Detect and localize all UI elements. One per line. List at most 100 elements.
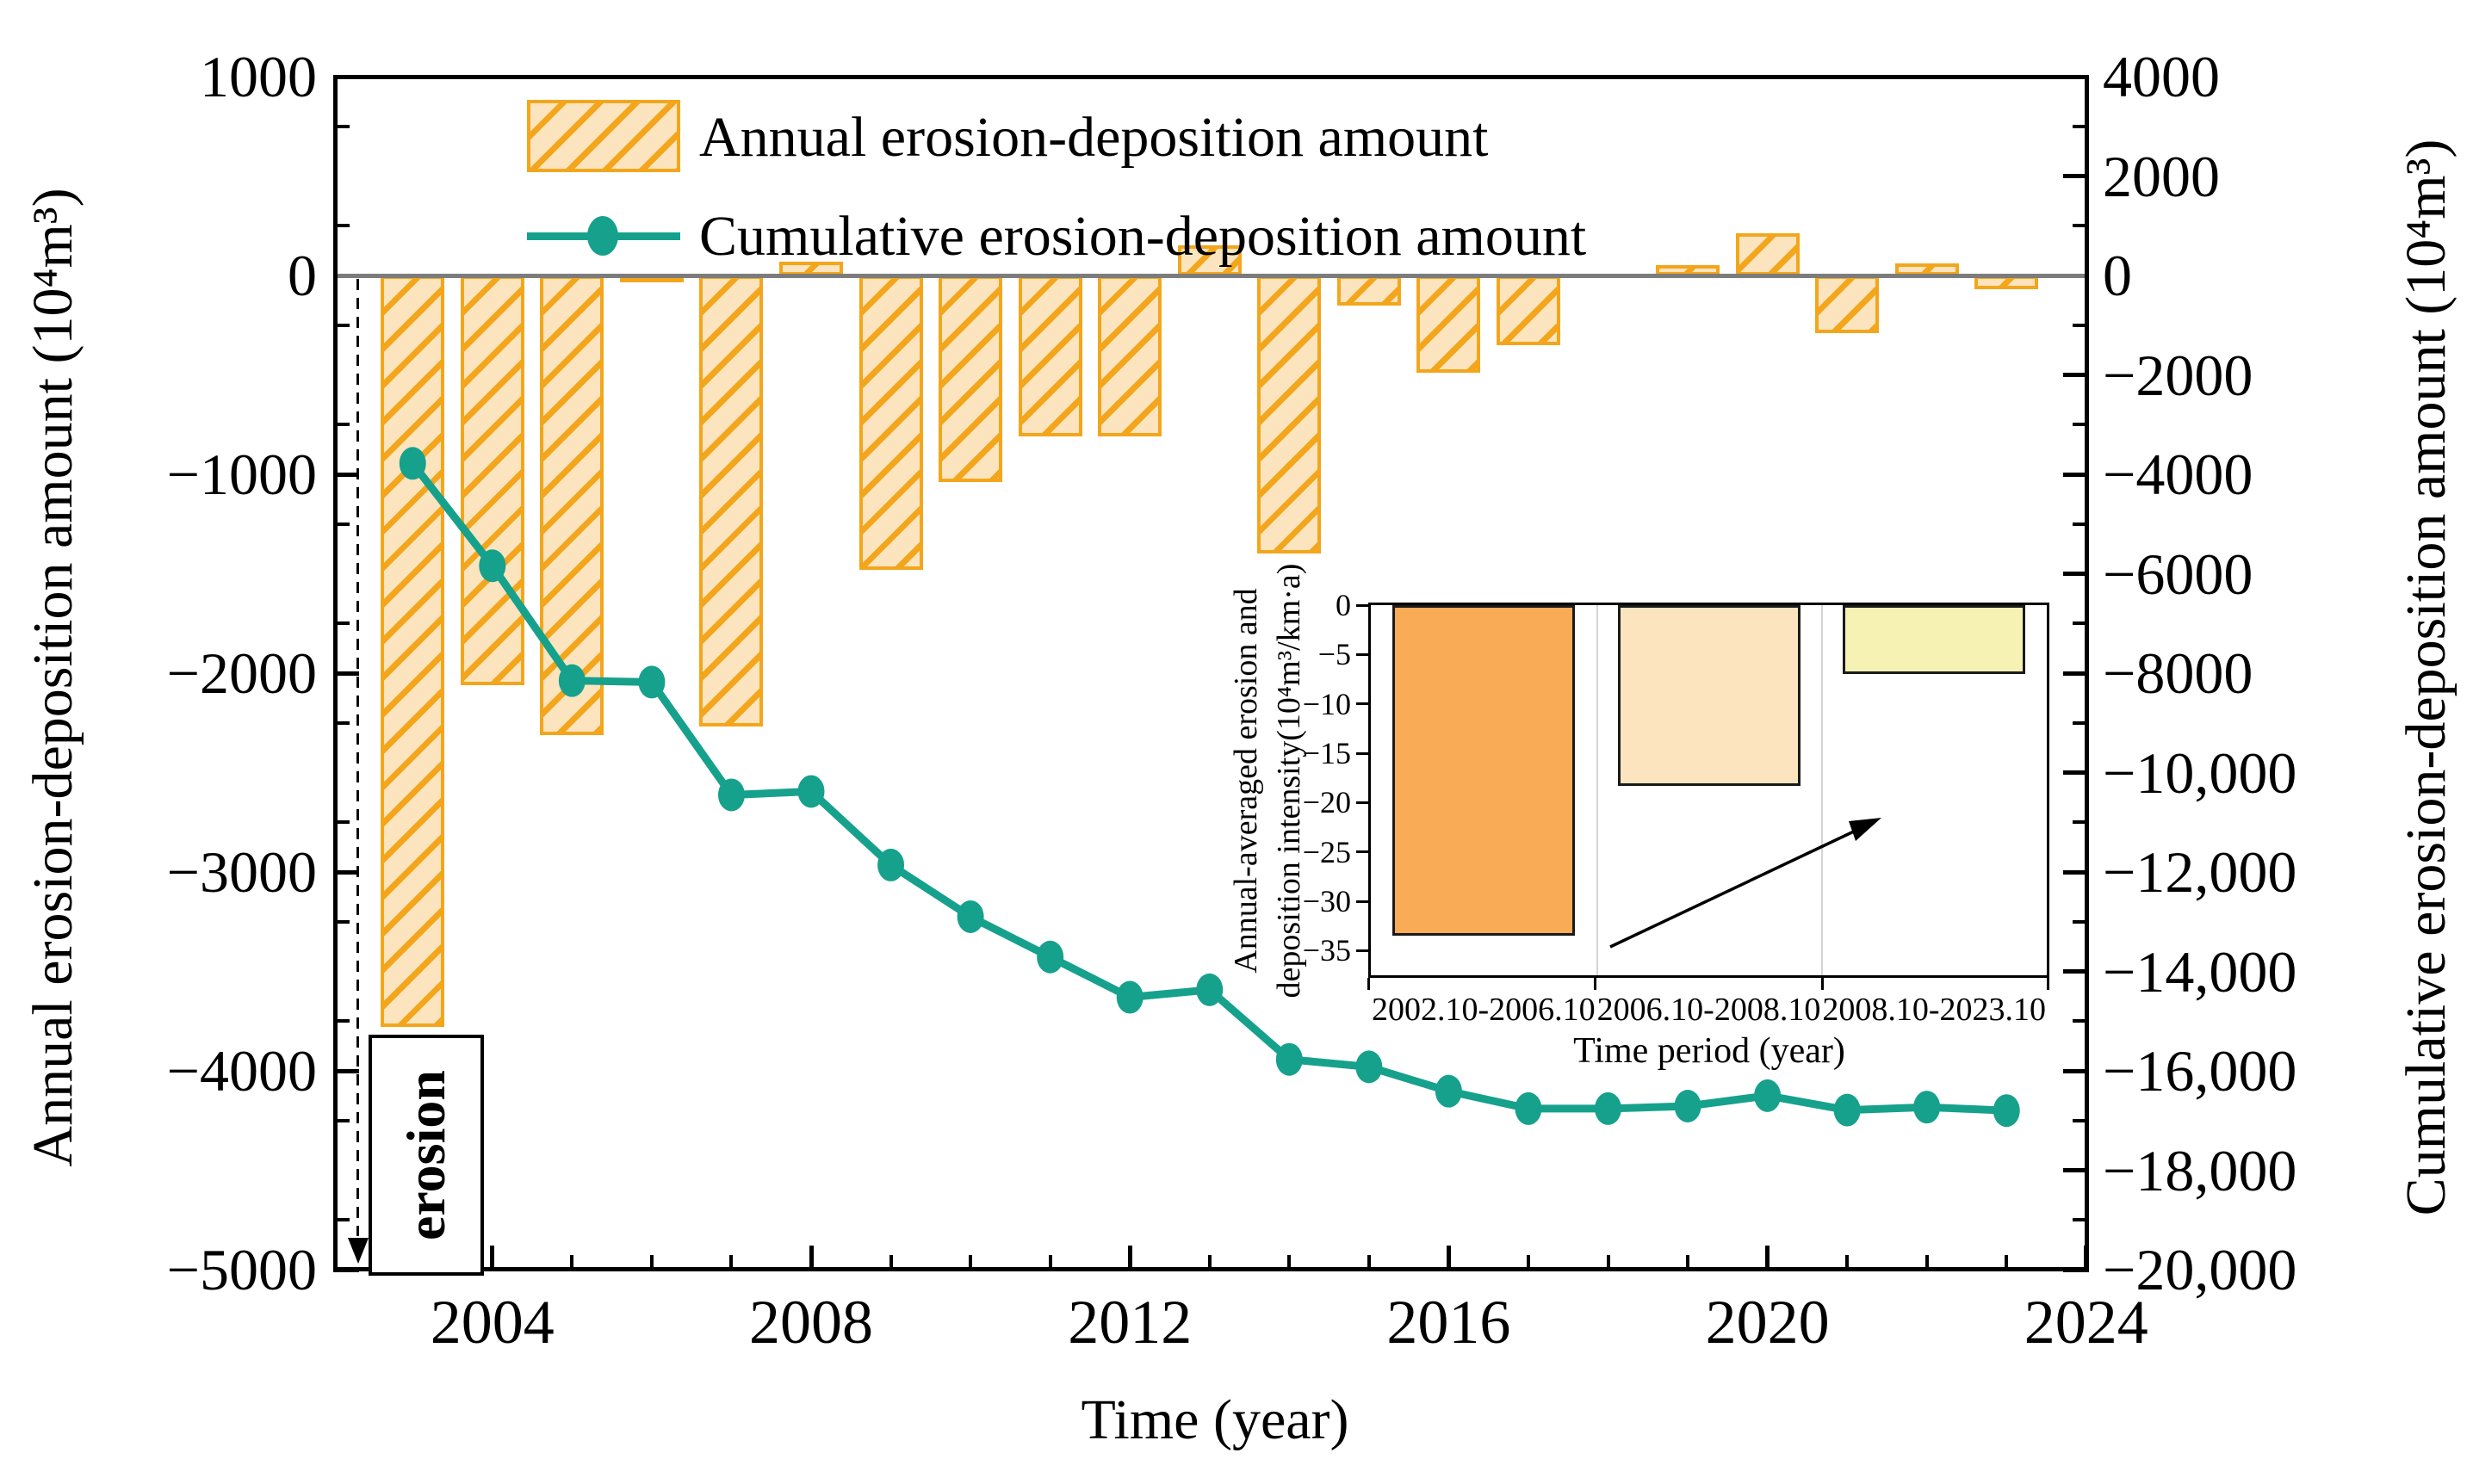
inset-category-label: 2008.10-2023.10 bbox=[1822, 992, 2046, 1028]
x-axis-tick-label: 2004 bbox=[430, 1288, 555, 1357]
plot-spine-right bbox=[2085, 75, 2089, 1272]
annual-bar-2017 bbox=[1496, 275, 1560, 345]
legend-line-marker-icon bbox=[587, 216, 618, 256]
right-axis-minor-tick bbox=[2073, 621, 2085, 626]
right-axis-minor-tick bbox=[2073, 720, 2085, 725]
x-axis-minor-tick bbox=[889, 1255, 893, 1267]
legend-cumulative-label: Cumulative erosion-deposition amount bbox=[699, 205, 1587, 268]
annual-bar-2021 bbox=[1815, 275, 1880, 333]
left-axis-tick-label: −1000 bbox=[166, 442, 317, 507]
x-axis-minor-tick bbox=[969, 1255, 973, 1267]
right-axis-minor-tick bbox=[2073, 323, 2085, 327]
inset-y-tick-label: −10 bbox=[1302, 686, 1351, 721]
inset-y-tick-label: −25 bbox=[1302, 834, 1351, 869]
x-axis-tick-label: 2024 bbox=[2024, 1288, 2148, 1357]
right-axis-minor-tick bbox=[2073, 1218, 2085, 1222]
inset-y-tick-label: 0 bbox=[1336, 588, 1351, 622]
right-axis-major-tick bbox=[2063, 1267, 2085, 1272]
x-axis-minor-tick bbox=[1845, 1255, 1850, 1267]
left-axis-major-tick bbox=[338, 671, 359, 676]
left-axis-tick-label: 1000 bbox=[200, 44, 317, 109]
x-axis-minor-tick bbox=[649, 1255, 654, 1267]
inset-y-axis-title: Annual-averaged erosion and deposition i… bbox=[1224, 479, 1311, 1082]
right-axis-tick-label: −14,000 bbox=[2103, 938, 2297, 1005]
inset-bar-2 bbox=[1843, 605, 2026, 675]
inset-y-tick-label: −30 bbox=[1302, 884, 1351, 918]
left-axis-minor-tick bbox=[338, 323, 350, 327]
inset-bar-0 bbox=[1391, 605, 1575, 937]
right-axis-minor-tick bbox=[2073, 1118, 2085, 1122]
left-axis-major-tick bbox=[338, 1068, 359, 1073]
inset-y-tick bbox=[1356, 801, 1368, 804]
inset-gridline bbox=[1596, 605, 1598, 975]
plot-spine-top bbox=[333, 75, 2089, 79]
x-axis-title: Time (year) bbox=[1081, 1388, 1349, 1451]
annual-bar-2011 bbox=[1018, 275, 1082, 437]
x-axis-major-tick bbox=[1127, 1246, 1132, 1267]
left-axis-tick-label: 0 bbox=[288, 243, 317, 308]
x-axis-minor-tick bbox=[1048, 1255, 1052, 1267]
right-axis-minor-tick bbox=[2073, 919, 2085, 924]
x-axis-minor-tick bbox=[1367, 1255, 1371, 1267]
plot-spine-left bbox=[333, 75, 338, 1272]
right-axis-major-tick bbox=[2063, 373, 2085, 377]
left-axis-minor-tick bbox=[338, 1218, 350, 1222]
right-axis-major-tick bbox=[2063, 1068, 2085, 1073]
inset-x-axis-title: Time period (year) bbox=[1573, 1031, 1845, 1071]
inset-y-tick bbox=[1356, 702, 1368, 706]
right-axis-tick-label: −2000 bbox=[2103, 342, 2253, 408]
right-axis-minor-tick bbox=[2073, 522, 2085, 526]
left-axis-major-tick bbox=[338, 869, 359, 875]
right-axis-minor-tick bbox=[2073, 820, 2085, 825]
x-axis-minor-tick bbox=[729, 1255, 734, 1267]
inset-category-label: 2006.10-2008.10 bbox=[1596, 992, 1821, 1028]
erosion-arrowhead-icon bbox=[348, 1238, 369, 1264]
legend-annual-label: Annual erosion-deposition amount bbox=[699, 106, 1489, 169]
right-axis-tick-label: −10,000 bbox=[2103, 739, 2297, 806]
left-axis-minor-tick bbox=[338, 522, 350, 526]
right-axis-tick-label: 2000 bbox=[2103, 143, 2220, 209]
left-axis-minor-tick bbox=[338, 919, 350, 924]
x-axis-major-tick bbox=[1446, 1246, 1451, 1267]
right-axis-tick-label: 0 bbox=[2103, 243, 2132, 308]
left-axis-minor-tick bbox=[338, 1019, 350, 1023]
right-axis-minor-tick bbox=[2073, 124, 2085, 128]
left-axis-minor-tick bbox=[338, 621, 350, 626]
erosion-dashed-line bbox=[356, 279, 359, 1236]
right-axis-tick-label: −6000 bbox=[2103, 541, 2253, 607]
inset-y-title-line2: deposition intensity(10⁴m³/km·a) bbox=[1271, 563, 1307, 999]
x-axis-tick-label: 2008 bbox=[749, 1288, 873, 1357]
x-axis-tick-label: 2012 bbox=[1068, 1288, 1193, 1357]
left-axis-tick-label: −4000 bbox=[166, 1038, 317, 1104]
x-axis-major-tick bbox=[2084, 1246, 2089, 1267]
x-axis-tick-label: 2016 bbox=[1386, 1288, 1511, 1357]
left-axis-minor-tick bbox=[338, 1118, 350, 1122]
legend-bar-swatch bbox=[527, 100, 680, 172]
x-axis-minor-tick bbox=[1287, 1255, 1292, 1267]
right-axis-major-tick bbox=[2063, 572, 2085, 576]
right-axis-tick-label: −20,000 bbox=[2103, 1237, 2297, 1302]
left-axis-tick-label: −5000 bbox=[166, 1237, 317, 1302]
x-axis-tick-label: 2020 bbox=[1705, 1288, 1830, 1357]
inset-y-title-line1: Annual-averaged erosion and bbox=[1228, 588, 1264, 974]
annual-bar-2015 bbox=[1336, 275, 1401, 306]
x-axis-major-tick bbox=[1765, 1246, 1770, 1267]
inset-y-tick-label: −5 bbox=[1317, 637, 1351, 672]
inset-y-tick-label: −20 bbox=[1302, 785, 1351, 820]
inset-gridline bbox=[1821, 605, 1824, 975]
x-axis-minor-tick bbox=[1606, 1255, 1610, 1267]
right-axis-tick-label: −16,000 bbox=[2103, 1038, 2297, 1104]
left-axis-major-tick bbox=[338, 472, 359, 477]
x-axis-minor-tick bbox=[2005, 1255, 2009, 1267]
right-axis-major-tick bbox=[2063, 1168, 2085, 1172]
right-axis-major-tick bbox=[2063, 671, 2085, 676]
right-axis-major-tick bbox=[2063, 969, 2085, 974]
right-axis-minor-tick bbox=[2073, 1019, 2085, 1023]
right-axis-tick-label: −18,000 bbox=[2103, 1137, 2297, 1203]
left-axis-major-tick bbox=[338, 74, 359, 79]
x-axis-major-tick bbox=[809, 1246, 814, 1267]
left-axis-minor-tick bbox=[338, 423, 350, 427]
inset-y-tick bbox=[1356, 850, 1368, 854]
